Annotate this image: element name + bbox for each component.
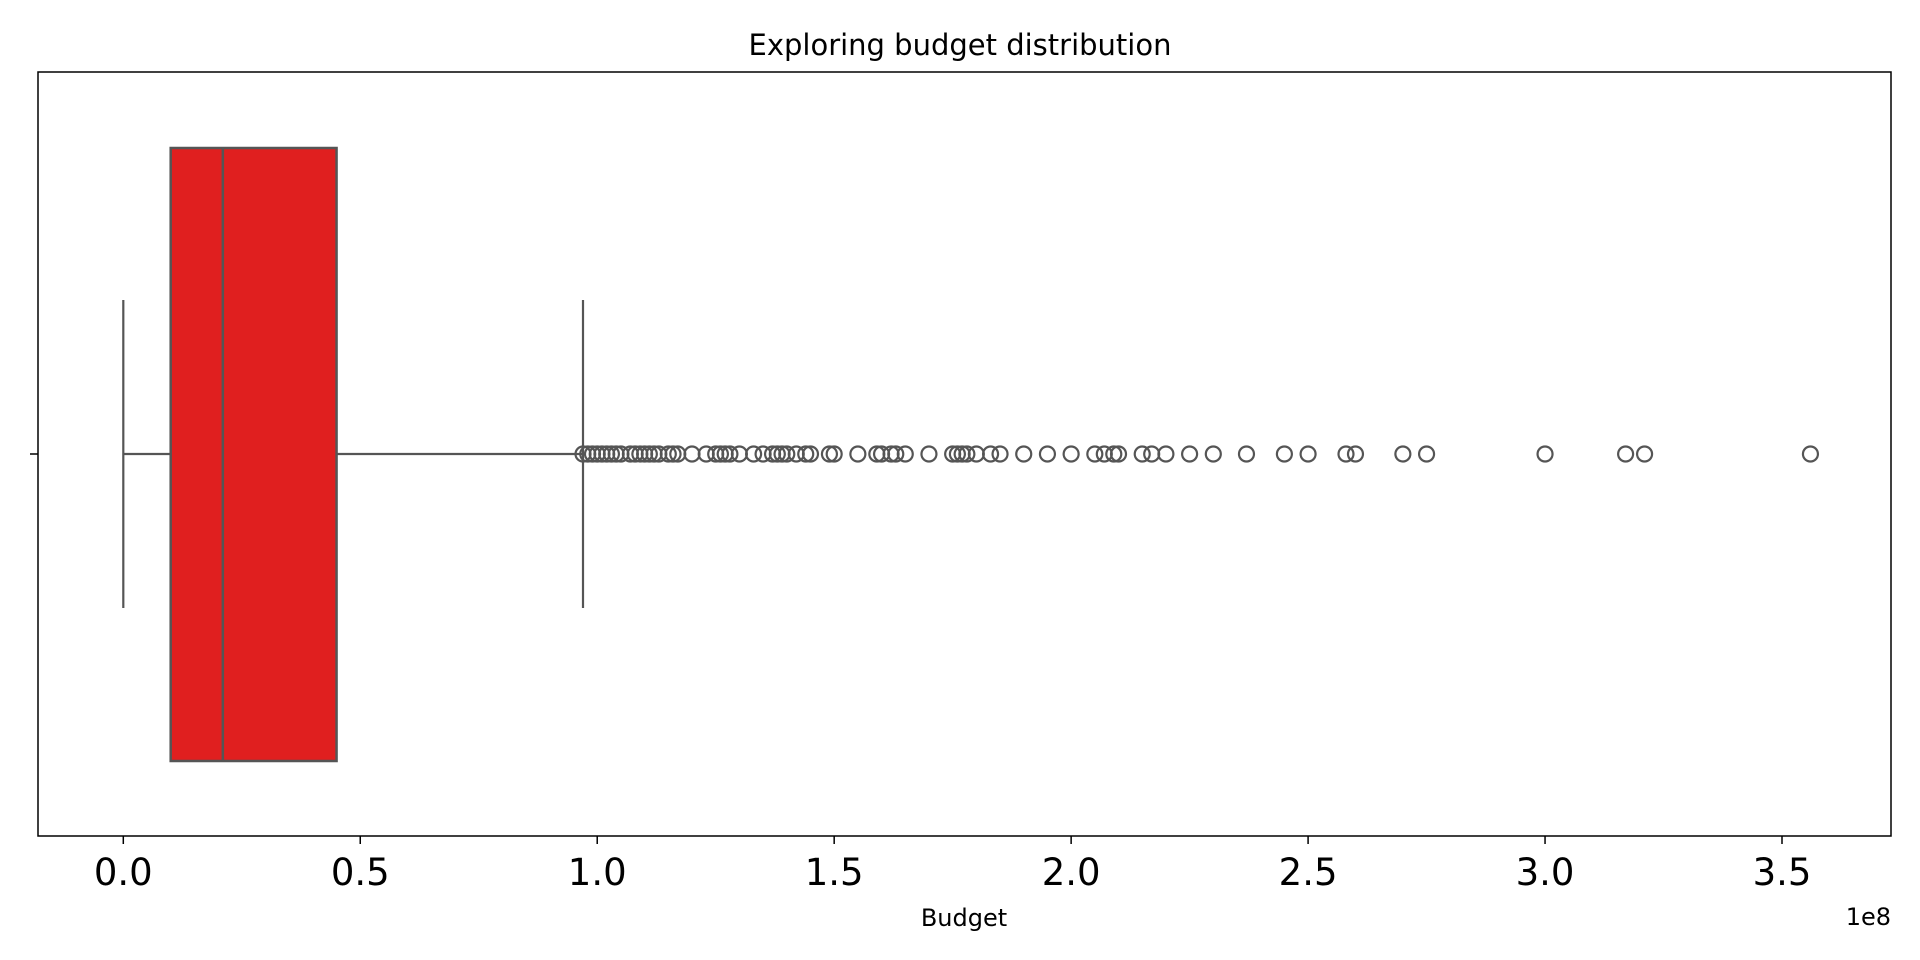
- outlier-point: [1394, 445, 1412, 463]
- outlier-point: [730, 445, 748, 463]
- x-tick-label: 3.0: [1516, 851, 1575, 894]
- outlier-point: [1237, 445, 1256, 463]
- outlier-point: [849, 445, 867, 463]
- x-tick-label: 2.5: [1279, 851, 1338, 894]
- outlier-point: [683, 445, 701, 463]
- outlier-point: [920, 445, 938, 463]
- outlier-point: [640, 445, 658, 463]
- x-tick-label: 1.5: [805, 851, 864, 894]
- outlier-point: [820, 445, 839, 463]
- x-tick-label: 0.0: [94, 851, 153, 894]
- outlier-point: [967, 445, 985, 463]
- outlier-point: [797, 445, 815, 463]
- outlier-point: [659, 445, 677, 463]
- outlier-point: [721, 445, 739, 463]
- outlier-point: [1143, 445, 1161, 463]
- outlier-point: [1038, 445, 1057, 463]
- outlier-point: [948, 445, 966, 463]
- outlier-point: [981, 445, 1000, 463]
- chart-title: Exploring budget distribution: [749, 28, 1172, 62]
- x-tick-label: 1.0: [568, 851, 627, 894]
- x-axis-label: Budget: [921, 904, 1007, 932]
- outlier-point: [1617, 445, 1635, 463]
- x-axis-offset-label: 1e8: [1846, 903, 1891, 931]
- outlier-point: [778, 445, 796, 463]
- outlier-point: [896, 445, 914, 463]
- outlier-point: [768, 445, 786, 463]
- outlier-point: [958, 445, 976, 463]
- outlier-point: [1105, 445, 1123, 463]
- outlier-point: [1015, 445, 1033, 463]
- outlier-point: [801, 445, 820, 463]
- outlier-point: [1275, 445, 1293, 463]
- outlier-point: [1204, 445, 1222, 463]
- outlier-point: [1181, 445, 1199, 463]
- outlier-point: [1801, 445, 1820, 463]
- x-tick-label: 0.5: [331, 851, 390, 894]
- outlier-point: [1536, 445, 1554, 463]
- outlier-point: [887, 445, 905, 463]
- outlier-point: [1417, 445, 1436, 463]
- interquartile-box: [169, 146, 338, 763]
- outlier-point: [1157, 445, 1175, 463]
- outlier-point: [991, 445, 1009, 463]
- x-axis-ticks: 0.0 0.5 1.0 1.5 2.0 2.5 3.0 3.5: [94, 836, 1812, 894]
- outlier-point: [745, 445, 763, 463]
- x-tick-label: 3.5: [1753, 851, 1812, 894]
- outlier-point: [711, 445, 730, 463]
- outlier-point: [825, 445, 843, 463]
- x-tick-label: 2.0: [1042, 851, 1101, 894]
- outlier-point: [1635, 445, 1654, 463]
- outlier-point: [1346, 445, 1365, 463]
- outlier-point: [1109, 445, 1128, 463]
- outlier-point: [602, 445, 621, 463]
- outlier-point: [1062, 445, 1080, 463]
- outlier-point: [1299, 445, 1317, 463]
- outlier-point: [664, 445, 682, 463]
- outlier-point: [1086, 445, 1104, 463]
- boxplot-layer: [122, 146, 1820, 763]
- outlier-point: [1133, 445, 1151, 463]
- outlier-point: [1337, 445, 1355, 463]
